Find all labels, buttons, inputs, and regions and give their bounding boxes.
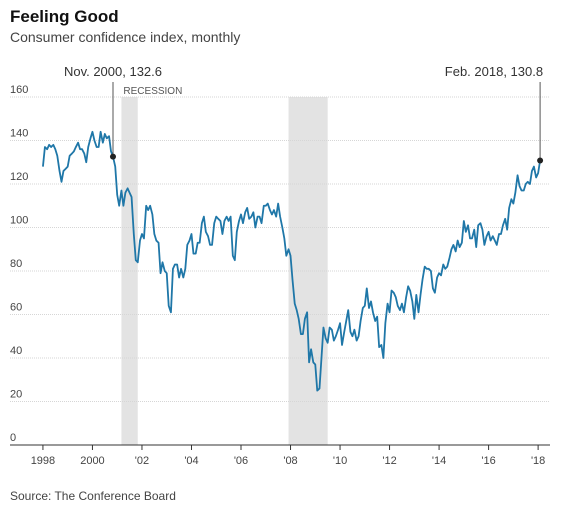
y-tick-label: 140 (10, 128, 28, 140)
recession-band (121, 97, 138, 445)
annotation-point (537, 157, 544, 164)
annotation-label: Feb. 2018, 130.8 (445, 64, 543, 79)
y-tick-label: 160 (10, 84, 28, 96)
chart-subtitle: Consumer confidence index, monthly (10, 29, 240, 45)
x-tick-label: 1998 (31, 455, 55, 467)
annotation-point (109, 153, 116, 160)
x-tick-label: 2000 (80, 455, 104, 467)
x-tick-label: '12 (382, 455, 396, 467)
data-line (42, 130, 541, 392)
x-tick-label: '14 (432, 455, 446, 467)
x-tick-label: '04 (184, 455, 198, 467)
y-tick-label: 100 (10, 215, 28, 227)
x-tick-label: '16 (481, 455, 495, 467)
y-tick-label: 0 (10, 432, 16, 444)
y-tick-label: 60 (10, 302, 22, 314)
y-tick-label: 40 (10, 345, 22, 357)
x-tick-label: '08 (283, 455, 297, 467)
y-tick-label: 120 (10, 171, 28, 183)
y-tick-label: 20 (10, 389, 22, 401)
x-tick-label: '02 (135, 455, 149, 467)
chart-title: Feeling Good (10, 7, 119, 26)
annotation-label: Nov. 2000, 132.6 (64, 64, 162, 79)
x-tick-label: '18 (531, 455, 545, 467)
x-tick-label: '10 (333, 455, 347, 467)
source: Source: The Conference Board (10, 489, 176, 503)
x-tick-label: '06 (234, 455, 248, 467)
recession-label: RECESSION (123, 86, 182, 97)
y-tick-label: 80 (10, 258, 22, 270)
